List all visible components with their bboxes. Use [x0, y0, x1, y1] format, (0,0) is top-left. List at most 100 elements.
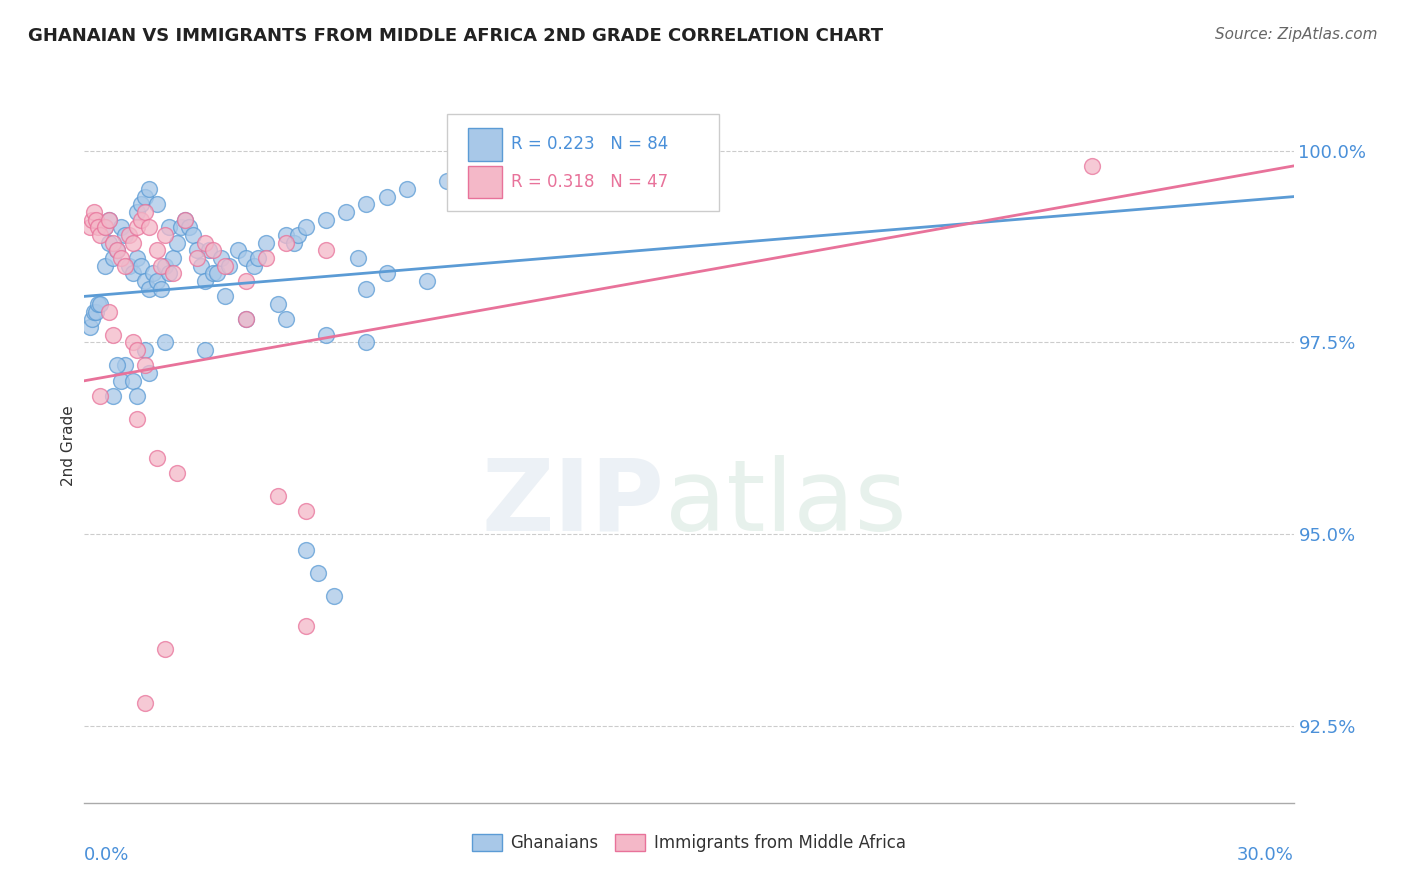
- Point: [114, 359, 136, 373]
- Point: [207, 266, 229, 280]
- Point: [134, 205, 156, 219]
- Point: [170, 220, 193, 235]
- Point: [121, 335, 143, 350]
- Point: [86, 212, 108, 227]
- Point: [97, 212, 120, 227]
- Point: [166, 466, 188, 480]
- Point: [242, 259, 264, 273]
- Point: [86, 304, 108, 318]
- Point: [395, 182, 418, 196]
- Point: [283, 235, 305, 250]
- FancyBboxPatch shape: [447, 114, 720, 211]
- Point: [79, 220, 101, 235]
- Point: [146, 197, 169, 211]
- Point: [134, 189, 156, 203]
- Point: [138, 220, 160, 235]
- Text: ZIP: ZIP: [482, 455, 665, 551]
- Point: [97, 212, 120, 227]
- Point: [110, 220, 132, 235]
- Point: [97, 304, 120, 318]
- Point: [307, 566, 329, 580]
- Point: [246, 251, 269, 265]
- Point: [79, 320, 101, 334]
- Point: [138, 182, 160, 196]
- Point: [138, 366, 160, 380]
- Point: [125, 412, 148, 426]
- Point: [202, 266, 225, 280]
- Point: [162, 266, 184, 280]
- Point: [194, 274, 217, 288]
- Point: [416, 274, 439, 288]
- Point: [134, 359, 156, 373]
- Point: [121, 266, 143, 280]
- Point: [97, 235, 120, 250]
- Point: [190, 259, 212, 273]
- Point: [153, 259, 176, 273]
- Point: [436, 174, 458, 188]
- Point: [274, 227, 297, 242]
- Point: [295, 220, 318, 235]
- Point: [375, 189, 398, 203]
- Point: [93, 259, 115, 273]
- Text: R = 0.223   N = 84: R = 0.223 N = 84: [512, 136, 668, 153]
- Text: Source: ZipAtlas.com: Source: ZipAtlas.com: [1215, 27, 1378, 42]
- Point: [125, 220, 148, 235]
- Point: [295, 542, 318, 557]
- Point: [218, 259, 240, 273]
- Point: [134, 696, 156, 710]
- Point: [214, 289, 236, 303]
- Point: [101, 389, 124, 403]
- Point: [129, 197, 152, 211]
- Point: [181, 227, 204, 242]
- Point: [323, 589, 346, 603]
- Point: [235, 312, 257, 326]
- Point: [153, 227, 176, 242]
- Point: [101, 327, 124, 342]
- Point: [157, 220, 180, 235]
- Point: [129, 259, 152, 273]
- Point: [174, 212, 197, 227]
- Point: [114, 227, 136, 242]
- Point: [1081, 159, 1104, 173]
- Point: [146, 274, 169, 288]
- Point: [146, 450, 169, 465]
- Point: [125, 251, 148, 265]
- Point: [235, 312, 257, 326]
- Point: [209, 251, 232, 265]
- Point: [142, 266, 165, 280]
- Point: [110, 251, 132, 265]
- Point: [87, 297, 110, 311]
- Point: [121, 235, 143, 250]
- Point: [149, 259, 172, 273]
- Point: [93, 220, 115, 235]
- Point: [82, 312, 104, 326]
- Point: [105, 359, 128, 373]
- Point: [295, 619, 318, 633]
- Point: [186, 251, 208, 265]
- Point: [134, 274, 156, 288]
- Y-axis label: 2nd Grade: 2nd Grade: [60, 406, 76, 486]
- Point: [121, 374, 143, 388]
- Point: [274, 235, 297, 250]
- Point: [202, 244, 225, 258]
- Point: [295, 504, 318, 518]
- Point: [179, 220, 201, 235]
- Point: [194, 343, 217, 357]
- Point: [105, 244, 128, 258]
- Point: [254, 235, 277, 250]
- Point: [274, 312, 297, 326]
- Point: [315, 244, 337, 258]
- Point: [153, 642, 176, 657]
- Bar: [468, 166, 502, 198]
- Point: [153, 335, 176, 350]
- Text: atlas: atlas: [665, 455, 907, 551]
- Point: [186, 244, 208, 258]
- Point: [166, 235, 188, 250]
- Point: [105, 244, 128, 258]
- Point: [254, 251, 277, 265]
- Point: [89, 227, 111, 242]
- Point: [125, 205, 148, 219]
- Point: [93, 220, 115, 235]
- Point: [110, 374, 132, 388]
- Point: [138, 282, 160, 296]
